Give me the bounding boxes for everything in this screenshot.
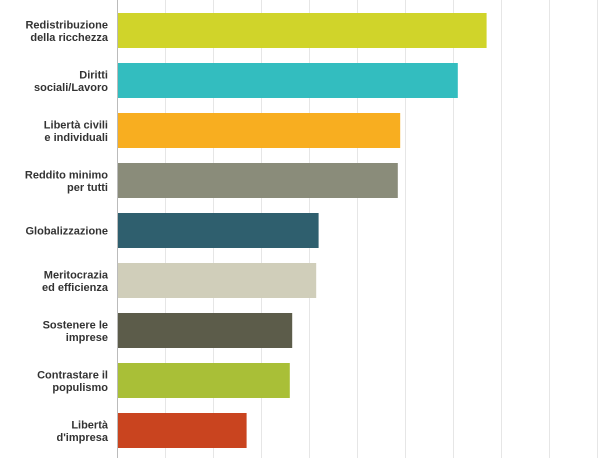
- category-label: Libertà civili e individuali: [44, 119, 108, 144]
- category-label: Sostenere le imprese: [43, 319, 108, 344]
- bar: [117, 313, 293, 348]
- category-label-line: sociali/Lavoro: [34, 82, 108, 94]
- bar: [117, 413, 247, 448]
- bar: [117, 113, 401, 148]
- bar: [117, 363, 290, 398]
- category-label: Contrastare il populismo: [37, 369, 108, 394]
- category-label-line: Sostenere le: [43, 319, 108, 331]
- category-label-line: ed efficienza: [42, 282, 109, 294]
- category-label: Diritti sociali/Lavoro: [34, 69, 108, 94]
- category-label-line: Contrastare il: [37, 369, 108, 381]
- bars: [117, 13, 487, 448]
- category-label-line: Meritocrazia: [44, 269, 109, 281]
- category-label-line: populismo: [52, 382, 108, 394]
- category-label-line: Libertà: [71, 419, 109, 431]
- category-label: Reddito minimo per tutti: [25, 169, 108, 194]
- category-labels: Redistribuzione della ricchezza Diritti soc…: [25, 19, 109, 444]
- category-label-line: e individuali: [44, 132, 108, 144]
- category-label-line: Libertà civili: [44, 119, 108, 131]
- category-label-line: per tutti: [67, 182, 108, 194]
- bar: [117, 213, 319, 248]
- category-label-line: imprese: [66, 332, 108, 344]
- bar: [117, 163, 398, 198]
- category-label: Meritocrazia ed efficienza: [42, 269, 109, 294]
- bar: [117, 263, 317, 298]
- category-label-line: Diritti: [79, 69, 108, 81]
- category-label-line: Redistribuzione: [25, 19, 108, 31]
- category-label: Redistribuzione della ricchezza: [25, 19, 108, 44]
- bar: [117, 63, 458, 98]
- category-label-line: della ricchezza: [30, 32, 109, 44]
- category-label-line: Reddito minimo: [25, 169, 108, 181]
- bar: [117, 13, 487, 48]
- category-label-line: Globalizzazione: [25, 226, 108, 238]
- category-label: Libertà d'impresa: [56, 419, 108, 444]
- category-label: Globalizzazione: [25, 226, 108, 238]
- category-label-line: d'impresa: [56, 432, 108, 444]
